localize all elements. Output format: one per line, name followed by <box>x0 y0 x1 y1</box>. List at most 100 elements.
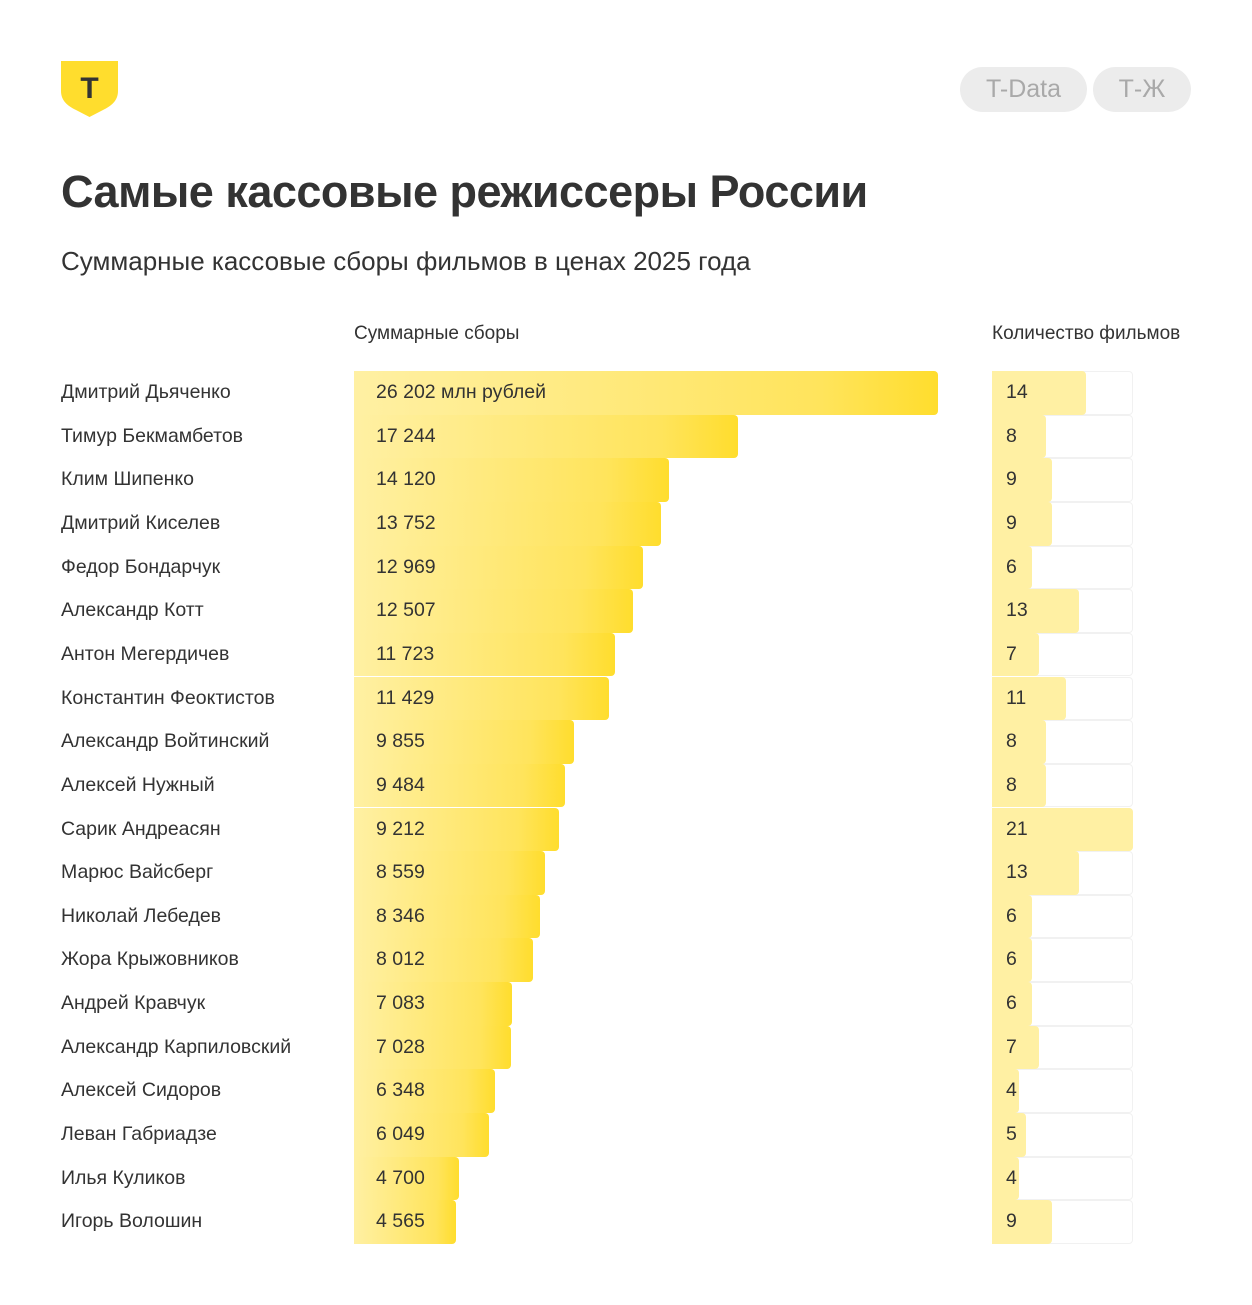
gross-bar <box>354 632 616 677</box>
film-count-bar <box>992 676 1066 721</box>
film-count-bar <box>992 632 1039 677</box>
gross-bar <box>354 1069 496 1113</box>
film-count-bar <box>992 589 1080 633</box>
film-count-bar <box>992 851 1080 895</box>
film-count-label: 9 <box>1006 468 1017 491</box>
column-header-gross: Суммарные сборы <box>354 323 520 344</box>
director-name: Алексей Нужный <box>61 773 215 796</box>
director-name: Илья Куликов <box>61 1166 186 1189</box>
film-count-bar <box>992 1156 1019 1201</box>
gross-value-label: 12 507 <box>376 599 436 622</box>
director-name: Алексей Сидоров <box>61 1079 222 1102</box>
gross-value-label: 14 120 <box>376 468 436 491</box>
gross-value-label: 26 202 млн рублей <box>376 381 547 403</box>
director-name: Андрей Кравчук <box>61 992 206 1015</box>
gross-value-label: 8 559 <box>376 861 425 884</box>
gross-value-label: 11 723 <box>376 642 435 665</box>
film-count-label: 6 <box>1006 948 1017 971</box>
film-count-bar <box>992 938 1033 983</box>
film-count-bar <box>992 1025 1039 1070</box>
film-count-label: 13 <box>1006 861 1028 884</box>
gross-bar <box>354 1025 511 1070</box>
film-count-label: 7 <box>1006 1035 1017 1058</box>
gross-bar <box>354 545 644 590</box>
director-name: Дмитрий Киселев <box>61 511 221 534</box>
film-count-label: 11 <box>1006 686 1027 709</box>
tag-t-data[interactable]: T-Data <box>960 67 1087 112</box>
film-count-bar <box>992 720 1046 764</box>
gross-value-label: 9 855 <box>376 730 425 753</box>
director-name: Александр Котт <box>61 599 204 622</box>
director-name: Марюс Вайсберг <box>61 861 214 884</box>
film-count-label: 4 <box>1006 1166 1017 1189</box>
gross-bar <box>354 894 541 939</box>
gross-bar <box>354 851 545 895</box>
film-count-bar <box>992 894 1033 939</box>
film-count-bar <box>992 545 1033 590</box>
film-count-bar <box>992 458 1053 502</box>
gross-value-label: 8 346 <box>376 904 425 927</box>
shield-logo-icon: Т <box>61 61 118 117</box>
film-count-label: 8 <box>1006 730 1017 753</box>
film-count-bar <box>992 501 1053 546</box>
director-name: Антон Мегердичев <box>61 642 230 665</box>
gross-value-label: 17 244 <box>376 424 436 447</box>
gross-value-label: 13 752 <box>376 511 436 534</box>
gross-bar <box>354 938 533 983</box>
gross-bar <box>354 676 609 721</box>
director-name: Константин Феоктистов <box>61 686 275 709</box>
gross-value-label: 6 348 <box>376 1079 425 1102</box>
tag-t-zh[interactable]: Т-Ж <box>1093 67 1191 112</box>
gross-bar <box>354 501 661 546</box>
gross-bar <box>354 1200 456 1244</box>
chart-subtitle: Суммарные кассовые сборы фильмов в ценах… <box>61 246 751 276</box>
gross-value-label: 7 028 <box>376 1035 425 1058</box>
film-count-bar <box>992 1069 1019 1113</box>
film-count-label: 5 <box>1006 1123 1017 1146</box>
film-count-label: 6 <box>1006 992 1017 1015</box>
director-name: Дмитрий Дьяченко <box>61 381 231 403</box>
director-name: Николай Лебедев <box>61 904 222 927</box>
brand-logo-letter: Т <box>80 72 98 105</box>
film-count-label: 7 <box>1006 642 1017 665</box>
film-count-bar <box>992 1200 1053 1244</box>
film-count-label: 14 <box>1006 381 1028 403</box>
film-count-bar <box>992 371 1086 415</box>
brand-logo: Т <box>61 61 118 117</box>
gross-bar <box>354 807 560 852</box>
gross-value-label: 11 429 <box>376 686 435 709</box>
director-name: Александр Карпиловский <box>61 1035 292 1058</box>
director-name: Тимур Бекмамбетов <box>61 424 244 447</box>
gross-value-label: 7 083 <box>376 992 425 1015</box>
film-count-label: 6 <box>1006 904 1017 927</box>
gross-bar <box>354 1113 489 1157</box>
gross-value-label: 9 484 <box>376 773 425 796</box>
gross-value-label: 6 049 <box>376 1123 425 1146</box>
film-count-label: 9 <box>1006 511 1017 534</box>
film-count-label: 8 <box>1006 773 1017 796</box>
director-name: Жора Крыжовников <box>61 948 239 971</box>
gross-bar <box>354 371 938 415</box>
gross-bar <box>354 763 566 808</box>
director-name: Сарик Андреасян <box>61 817 221 840</box>
gross-bar <box>354 1156 459 1201</box>
director-name: Федор Бондарчук <box>61 555 221 578</box>
gross-value-label: 4 700 <box>376 1166 425 1189</box>
gross-bar <box>354 982 512 1026</box>
gross-value-label: 8 012 <box>376 948 425 971</box>
film-count-label: 8 <box>1006 424 1017 447</box>
film-count-bar <box>992 807 1133 852</box>
gross-value-label: 9 212 <box>376 817 425 840</box>
gross-bar <box>354 458 669 502</box>
chart-title: Самые кассовые режиссеры России <box>61 166 868 217</box>
film-count-bar <box>992 414 1046 459</box>
column-header-film-count: Количество фильмов <box>992 323 1181 344</box>
gross-bar <box>354 414 739 459</box>
film-count-bar <box>992 1113 1026 1157</box>
director-name: Александр Войтинский <box>61 730 270 753</box>
gross-value-label: 4 565 <box>376 1210 425 1233</box>
gross-bar <box>354 589 633 633</box>
gross-value-label: 12 969 <box>376 555 436 578</box>
director-name: Леван Габриадзе <box>61 1123 217 1146</box>
